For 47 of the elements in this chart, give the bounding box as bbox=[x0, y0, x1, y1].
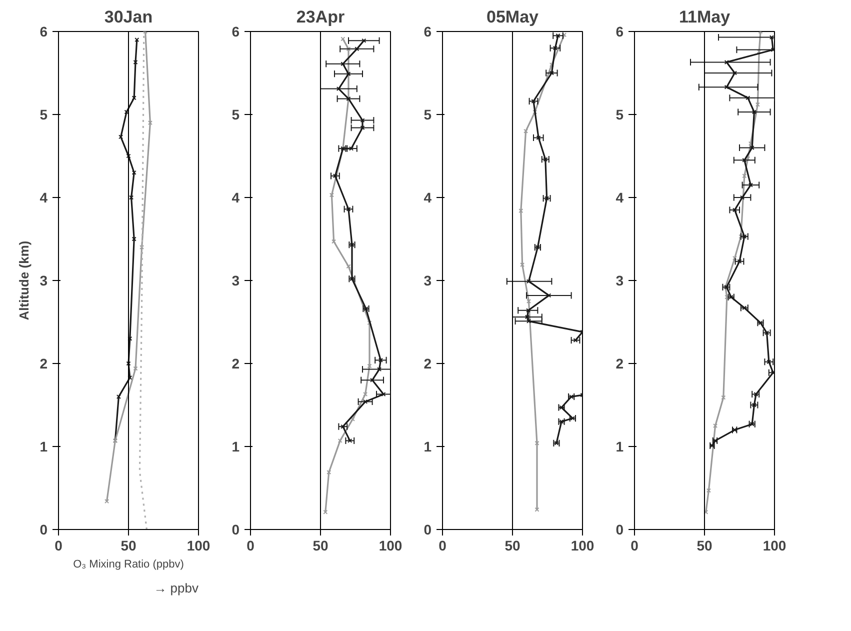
x-axis-title: O₃ Mixing Ratio (ppbv) bbox=[73, 558, 184, 570]
x-tick-label: 0 bbox=[246, 538, 255, 554]
y-tick-label: 4 bbox=[232, 190, 240, 206]
x-tick-label: 50 bbox=[504, 538, 520, 554]
y-tick-label: 0 bbox=[40, 522, 48, 538]
y-tick-label: 0 bbox=[232, 522, 240, 538]
chart-title: 05May bbox=[486, 8, 540, 26]
y-tick-label: 6 bbox=[40, 24, 48, 40]
y-tick-label: 1 bbox=[616, 438, 624, 454]
y-axis-title: Altitude (km) bbox=[16, 240, 32, 320]
text: → ppbv bbox=[154, 580, 199, 596]
y-tick-label: 1 bbox=[40, 438, 48, 454]
y-tick-label: 1 bbox=[232, 438, 240, 454]
y-tick-label: 0 bbox=[424, 522, 432, 538]
y-tick-label: 2 bbox=[616, 356, 624, 372]
y-tick-label: 1 bbox=[424, 438, 432, 454]
x-tick-label: 100 bbox=[378, 538, 402, 554]
y-tick-label: 3 bbox=[232, 272, 240, 288]
y-tick-label: 2 bbox=[40, 356, 48, 372]
x-tick-label: 100 bbox=[186, 538, 210, 554]
chart-title: 30Jan bbox=[104, 8, 153, 26]
y-tick-label: 6 bbox=[424, 24, 432, 40]
x-tick-label: 0 bbox=[438, 538, 447, 554]
x-tick-label: 50 bbox=[312, 538, 328, 554]
y-tick-label: 6 bbox=[232, 24, 240, 40]
y-tick-label: 0 bbox=[616, 522, 624, 538]
y-tick-label: 3 bbox=[616, 272, 624, 288]
chart-title: 23Apr bbox=[296, 8, 345, 26]
y-tick-label: 3 bbox=[424, 272, 432, 288]
y-tick-label: 4 bbox=[616, 190, 624, 206]
y-tick-label: 2 bbox=[232, 356, 240, 372]
x-tick-label: 0 bbox=[630, 538, 639, 554]
x-tick-label: 100 bbox=[570, 538, 594, 554]
y-tick-label: 5 bbox=[424, 106, 432, 122]
x-tick-label: 50 bbox=[120, 538, 136, 554]
chart-title: 11May bbox=[678, 8, 731, 26]
y-tick-label: 3 bbox=[40, 272, 48, 288]
y-tick-label: 5 bbox=[232, 106, 240, 122]
x-tick-label: 50 bbox=[696, 538, 712, 554]
y-tick-label: 5 bbox=[40, 106, 48, 122]
y-tick-label: 2 bbox=[424, 356, 432, 372]
x-tick-label: 0 bbox=[54, 538, 63, 554]
x-tick-label: 100 bbox=[762, 538, 786, 554]
y-tick-label: 5 bbox=[616, 106, 624, 122]
y-tick-label: 6 bbox=[616, 24, 624, 40]
y-tick-label: 4 bbox=[424, 190, 432, 206]
y-tick-label: 4 bbox=[40, 190, 48, 206]
